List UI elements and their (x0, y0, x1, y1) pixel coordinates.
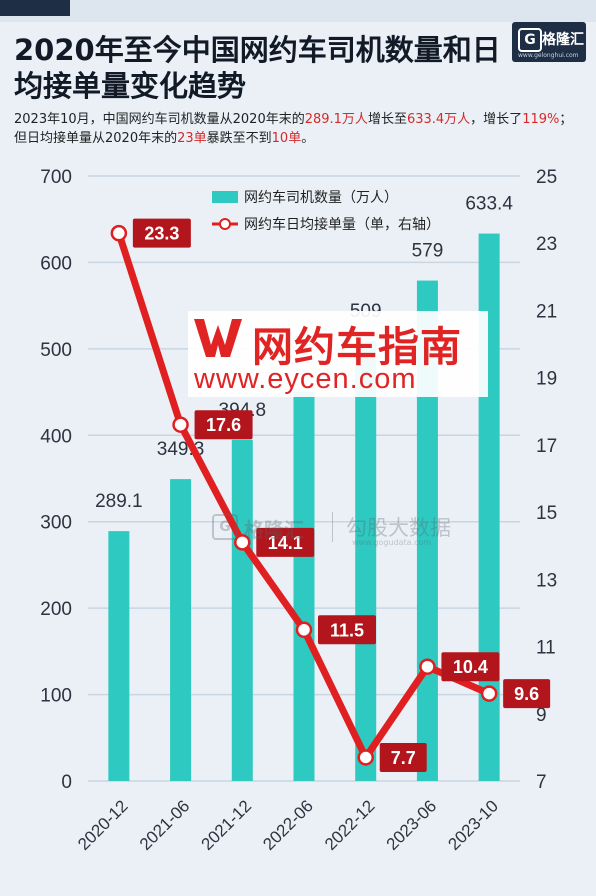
chart-title: 2020年至今中国网约车司机数量和日均接单量变化趋势 (14, 33, 501, 103)
left-axis-tick-label: 500 (40, 340, 72, 361)
subtitle-text: ；但日均接单量从2020年末的 (14, 112, 573, 146)
bar-value-label: 579 (412, 241, 444, 262)
line-value-box (441, 652, 500, 682)
right-axis-tick-label: 13 (536, 570, 557, 591)
legend-bar-swatch (212, 191, 238, 203)
line-point (357, 749, 374, 766)
bar (170, 479, 192, 781)
brand-logo: G 格隆汇 www.gelonghui.com (512, 22, 586, 62)
bar (355, 341, 377, 781)
line-value-label: 7.7 (391, 748, 416, 768)
line-point (295, 621, 313, 638)
top-strip (0, 0, 596, 22)
line-value-label: 23.3 (144, 224, 179, 244)
left-axis-tick-label: 0 (61, 772, 72, 793)
line-point (110, 224, 128, 242)
x-axis-category-label: 2022-12 (321, 796, 379, 854)
line-value-box (132, 218, 191, 248)
line-point (419, 658, 436, 675)
legend-bar-label: 网约车司机数量（万人） (244, 189, 398, 206)
subtitle-highlight: 10单 (271, 131, 302, 146)
subtitle-text: 暴跌至不到 (206, 131, 272, 146)
right-axis-tick-label: 7 (536, 772, 547, 793)
left-axis-tick-label: 300 (40, 513, 72, 534)
top-strip-dark (0, 0, 70, 16)
line-value-label: 14.1 (268, 533, 303, 553)
line-value-box (503, 679, 551, 709)
right-axis-tick-label: 17 (536, 436, 557, 457)
right-axis-tick-label: 9 (536, 705, 547, 726)
subtitle-text: 2023年10月，中国网约车司机数量从2020年末的 (14, 112, 305, 127)
bar (293, 392, 315, 781)
line-value-box (194, 410, 253, 440)
right-axis-tick-label: 25 (536, 167, 557, 188)
subtitle-highlight: 23单 (177, 131, 207, 146)
line-point (234, 534, 251, 551)
bar (108, 531, 130, 781)
right-axis-tick-label: 23 (536, 234, 557, 255)
x-axis-category-label: 2020-12 (74, 796, 132, 854)
subtitle-text: ，增长了 (470, 112, 523, 127)
right-axis-tick-label: 11 (536, 638, 556, 659)
line-value-box (256, 527, 315, 557)
line-point (172, 416, 189, 433)
left-axis-tick-label: 200 (40, 599, 72, 620)
line-value-label: 9.6 (514, 684, 539, 704)
line-value-box (318, 615, 376, 645)
line-value-label: 11.5 (330, 620, 364, 640)
subtitle-text: 增长至 (367, 112, 407, 127)
x-axis-category-label: 2023-10 (444, 796, 502, 854)
left-axis-tick-label: 700 (40, 167, 72, 188)
right-axis-tick-label: 19 (536, 369, 557, 390)
logo-name: 格隆汇 (542, 32, 584, 48)
x-axis-category-label: 2023-06 (383, 796, 441, 854)
right-axis-tick-label: 15 (536, 503, 557, 524)
right-axis-tick-label: 21 (536, 301, 557, 322)
bar-value-label: 509 (350, 301, 382, 322)
x-axis-category-label: 2021-12 (198, 796, 256, 854)
logo-mark-icon: G (518, 28, 542, 52)
line-point (480, 685, 498, 702)
line-value-box (379, 742, 427, 772)
subtitle-highlight: 633.4万人 (406, 112, 471, 127)
legend-line-label: 网约车日均接单量（单，右轴） (244, 216, 440, 233)
subtitle-highlight: 289.1万人 (304, 112, 368, 127)
legend-line-marker (219, 218, 231, 230)
bar (416, 280, 438, 781)
chart-subtitle: 2023年10月，中国网约车司机数量从2020年末的289.1万人增长至633.… (14, 110, 584, 148)
left-axis-tick-label: 100 (40, 686, 72, 707)
x-axis-category-label: 2022-06 (259, 796, 317, 854)
subtitle-text: 。 (301, 131, 315, 146)
left-axis-tick-label: 400 (40, 426, 72, 447)
left-axis-tick-label: 600 (40, 253, 72, 274)
bar (231, 439, 253, 781)
x-axis-category-label: 2021-06 (136, 796, 194, 854)
line-value-label: 17.6 (206, 415, 241, 435)
line-value-label: 10.4 (453, 657, 488, 677)
chart-svg: 0 100 200 300 400 500 600 700 7 9 11 13 15 17 19 21 23 25… (40, 167, 557, 854)
bar-value-label: 633.4 (465, 194, 513, 215)
subtitle-highlight: 119% (522, 112, 560, 127)
logo-site: www.gelonghui.com (518, 52, 579, 59)
bar-value-label: 289.1 (95, 491, 143, 512)
